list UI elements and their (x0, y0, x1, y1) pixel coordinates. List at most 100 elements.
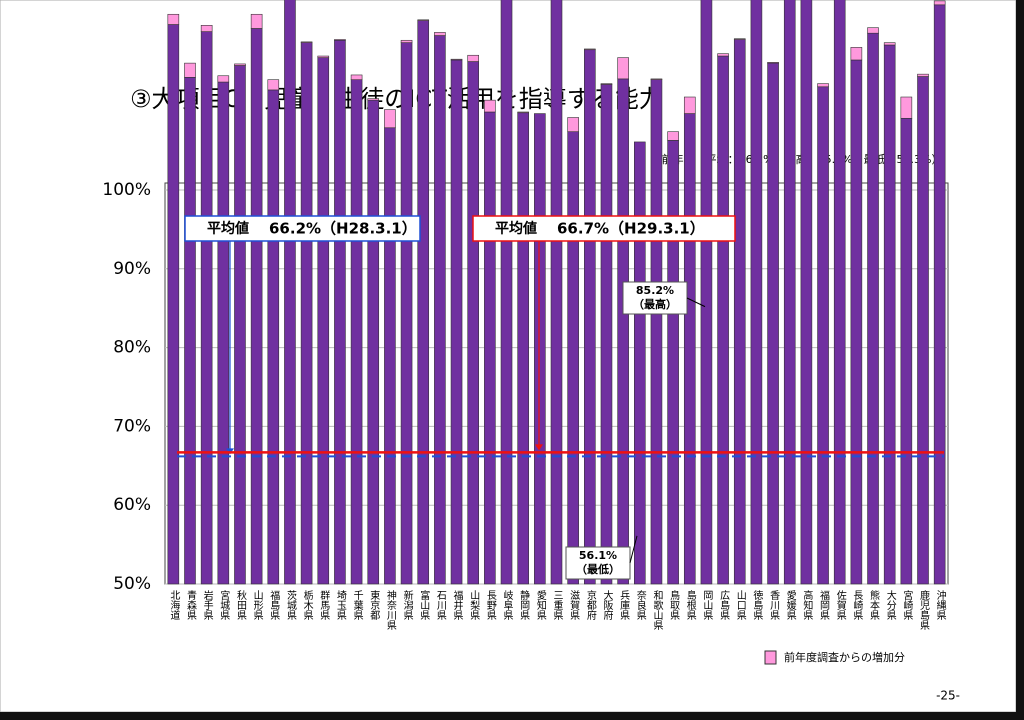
y-tick-label: 50% (113, 574, 151, 594)
bar-segment (400, 42, 413, 585)
y-tick-label: 90% (113, 259, 151, 279)
bar-segment (334, 39, 346, 41)
x-tick-label: 奈良県 (634, 589, 646, 621)
bar-segment (400, 39, 413, 43)
bar-segment (500, 0, 513, 585)
bar-segment (300, 42, 313, 585)
x-tick-label: 長野県 (484, 590, 496, 621)
x-tick-label: 埼玉県 (334, 589, 346, 621)
x-tick-label: 北海道 (168, 590, 180, 620)
bar-segment (733, 39, 746, 585)
bar-segment (733, 38, 746, 40)
x-tick-label: 高知県 (801, 589, 813, 621)
bar-segment (717, 53, 729, 57)
x-tick-label: 茨城県 (284, 589, 296, 621)
bar-segment (234, 63, 246, 66)
x-tick-label: 神奈川県 (384, 589, 396, 631)
legend-label: 前年度調査からの増加分 (784, 650, 905, 664)
x-tick-label: 宮城県 (218, 589, 230, 621)
x-tick-label: 東京都 (368, 589, 380, 621)
bar-segment (933, 0, 946, 6)
x-tick-label: 山梨県 (468, 590, 480, 621)
bar-segment (267, 79, 280, 91)
bar-segment (817, 86, 829, 585)
y-tick-label: 80% (113, 338, 151, 358)
x-tick-label: 福井県 (451, 589, 463, 621)
bar-segment (300, 41, 313, 43)
bar-segment (850, 47, 863, 61)
bar-segment (367, 99, 380, 585)
callout-note: （最高） (633, 297, 677, 311)
x-tick-label: 青森県 (184, 589, 196, 621)
x-tick-label: 山形県 (251, 590, 263, 621)
x-tick-label: 千葉県 (351, 590, 363, 621)
x-tick-label: 富山県 (418, 589, 430, 621)
x-tick-label: 群馬県 (318, 589, 330, 621)
bar-segment (600, 83, 613, 85)
bar-segment (883, 42, 896, 46)
bar-segment (267, 89, 280, 585)
bar-segment (467, 61, 479, 585)
bar-segment (484, 99, 496, 113)
x-tick-label: 佐賀県 (834, 590, 846, 621)
annotation-label: 平均値 (207, 220, 249, 237)
bar-segment (933, 4, 946, 585)
bar-segment (800, 0, 813, 585)
x-tick-label: 三重県 (551, 590, 563, 621)
bar-segment (217, 75, 230, 83)
bar-segment (317, 57, 330, 585)
arrow-head (535, 444, 543, 451)
bar-segment (317, 55, 330, 58)
bar-segment (184, 77, 196, 585)
bar-segment (534, 113, 546, 585)
bar-segment (867, 32, 879, 585)
bar-segment (384, 127, 396, 585)
bar-segment (683, 113, 696, 585)
x-tick-label: 新潟県 (401, 589, 413, 621)
bar-segment (584, 49, 596, 585)
bar-segment (450, 59, 463, 585)
callout-text: 56.1% (579, 549, 617, 562)
y-tick-label: 70% (113, 416, 151, 436)
x-tick-label: 福岡県 (818, 589, 830, 621)
bar-segment (434, 32, 446, 36)
bar-segment (750, 0, 763, 585)
callout-text: 85.2% (636, 284, 674, 297)
bar-segment (767, 62, 779, 585)
bar-segment (584, 48, 596, 51)
bar-segment (234, 65, 246, 585)
bar-segment (417, 20, 430, 585)
bar-segment (767, 62, 779, 64)
bar-segment (550, 0, 563, 585)
bar-segment (683, 96, 696, 114)
x-tick-label: 沖縄県 (934, 589, 946, 621)
x-tick-label: 香川県 (768, 590, 780, 621)
bar-segment (717, 55, 729, 585)
x-tick-label: 岩手県 (201, 589, 213, 621)
bar-segment (167, 13, 180, 25)
bar-segment (783, 0, 796, 585)
bar-segment (350, 79, 363, 585)
y-tick-label: 60% (113, 495, 151, 515)
bar-segment (883, 44, 896, 585)
x-tick-label: 京都府 (584, 589, 596, 621)
bar-segment (634, 141, 646, 585)
bar-segment (833, 0, 846, 585)
x-tick-label: 山口県 (734, 590, 746, 621)
bar-segment (517, 112, 529, 585)
bar-segment (334, 39, 346, 585)
bar-segment (667, 140, 679, 585)
bar-segment (867, 27, 879, 34)
x-tick-label: 愛媛県 (784, 589, 796, 621)
bar-segment (600, 84, 613, 585)
bar-segment (850, 59, 863, 585)
bar-segment (900, 117, 913, 585)
y-tick-label: 100% (102, 180, 151, 200)
annotation-text: 66.2%（H28.3.1） (269, 220, 417, 238)
bar-segment (484, 111, 496, 585)
bar-segment (200, 25, 213, 32)
x-tick-label: 宮崎県 (901, 589, 913, 621)
x-tick-label: 岐阜県 (501, 589, 513, 621)
bar-segment (700, 0, 713, 585)
bar-segment (667, 131, 679, 141)
